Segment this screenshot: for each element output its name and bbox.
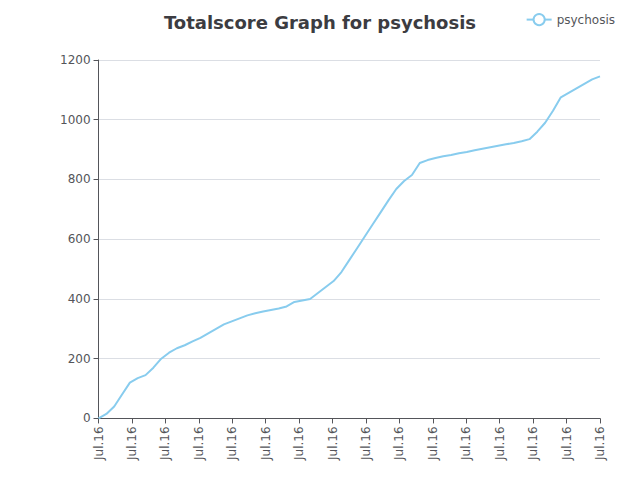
svg-text:400: 400 bbox=[68, 292, 91, 306]
svg-text:Jul.16: Jul.16 bbox=[593, 426, 607, 461]
svg-text:Jul.16: Jul.16 bbox=[392, 426, 406, 461]
svg-text:1200: 1200 bbox=[60, 53, 91, 67]
svg-text:Jul.16: Jul.16 bbox=[92, 426, 106, 461]
svg-text:Jul.16: Jul.16 bbox=[125, 426, 139, 461]
svg-text:Jul.16: Jul.16 bbox=[359, 426, 373, 461]
svg-text:Jul.16: Jul.16 bbox=[259, 426, 273, 461]
svg-text:Totalscore Graph for psychosis: Totalscore Graph for psychosis bbox=[164, 12, 476, 33]
svg-text:Jul.16: Jul.16 bbox=[426, 426, 440, 461]
svg-text:psychosis: psychosis bbox=[557, 13, 615, 27]
svg-text:Jul.16: Jul.16 bbox=[225, 426, 239, 461]
svg-text:200: 200 bbox=[68, 352, 91, 366]
svg-text:Jul.16: Jul.16 bbox=[526, 426, 540, 461]
svg-text:600: 600 bbox=[68, 232, 91, 246]
svg-text:1000: 1000 bbox=[60, 113, 91, 127]
svg-text:Jul.16: Jul.16 bbox=[560, 426, 574, 461]
svg-text:Jul.16: Jul.16 bbox=[459, 426, 473, 461]
svg-text:Jul.16: Jul.16 bbox=[192, 426, 206, 461]
svg-text:Jul.16: Jul.16 bbox=[158, 426, 172, 461]
svg-text:Jul.16: Jul.16 bbox=[326, 426, 340, 461]
svg-text:800: 800 bbox=[68, 172, 91, 186]
svg-text:Jul.16: Jul.16 bbox=[493, 426, 507, 461]
svg-text:0: 0 bbox=[83, 411, 91, 425]
svg-text:Jul.16: Jul.16 bbox=[292, 426, 306, 461]
